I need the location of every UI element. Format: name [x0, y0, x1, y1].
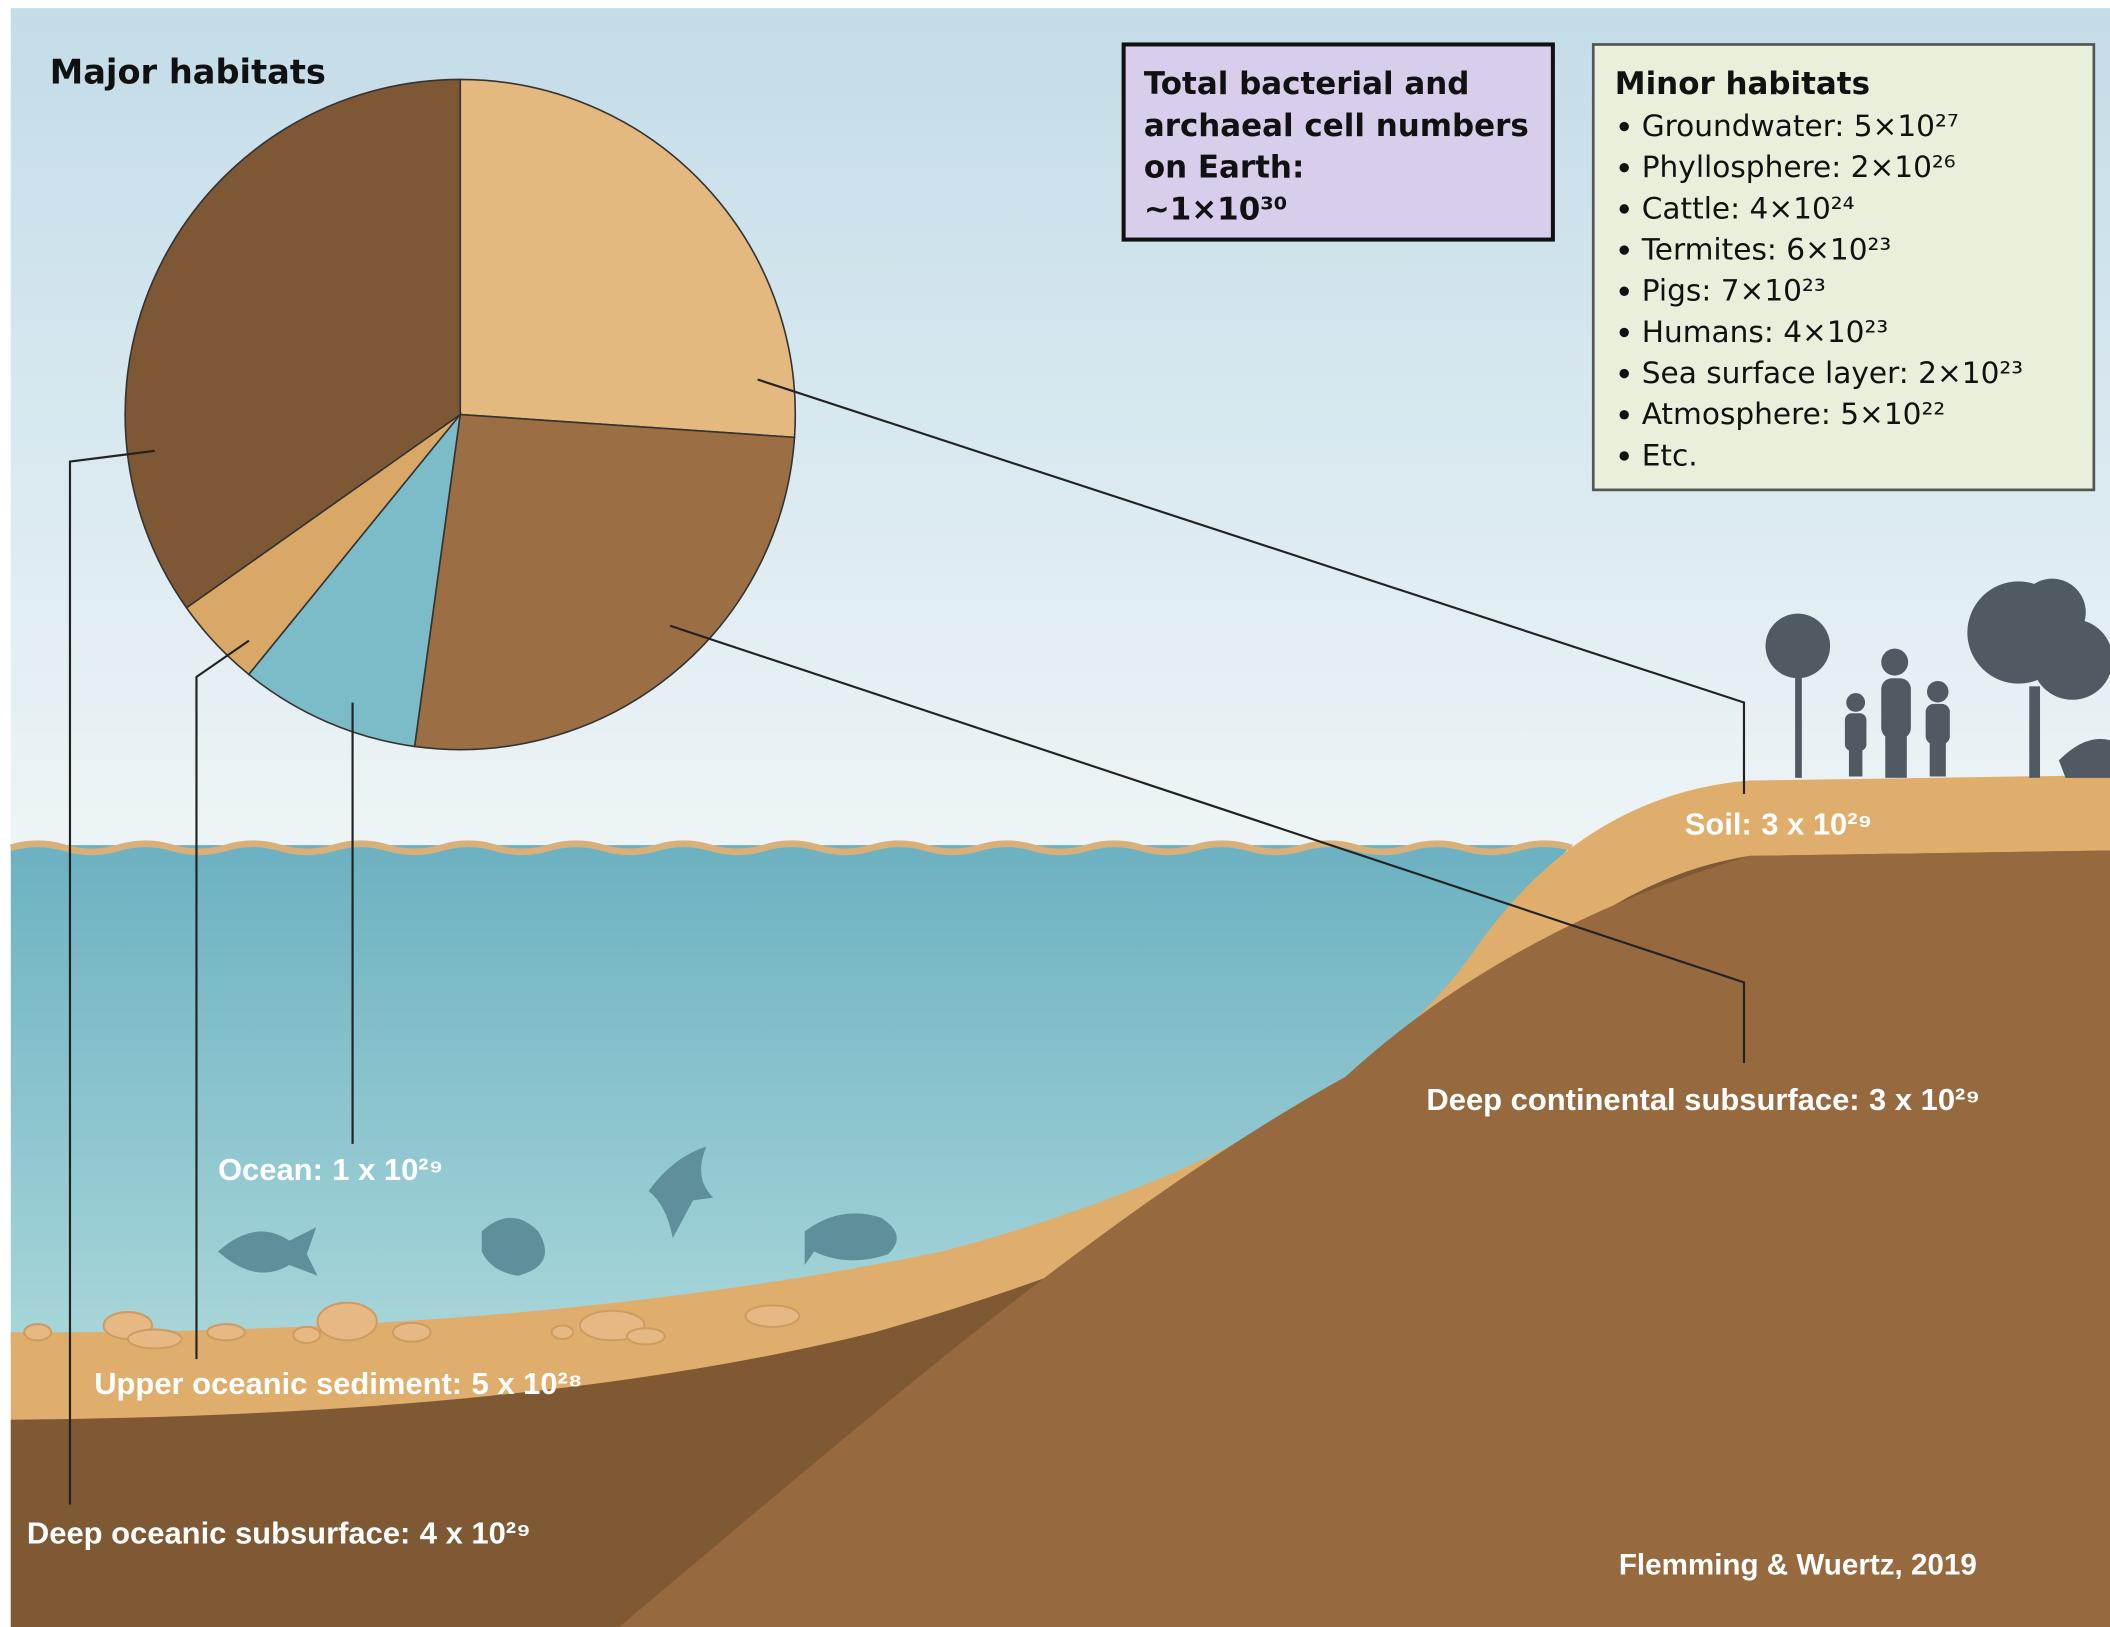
land-silhouettes — [1765, 578, 2110, 778]
pie-slice — [247, 411, 462, 748]
credit: Flemming & Wuertz, 2019 — [1619, 1548, 1977, 1581]
habitat-name: Ocean: — [218, 1152, 323, 1187]
habitat-value: 3 x 10²⁹ — [1761, 806, 1872, 841]
continental-crust — [619, 850, 2110, 1627]
minor-item: Etc. — [1642, 438, 1698, 472]
habitat-name: Soil: — [1685, 806, 1752, 841]
habitat-value: 5 x 10²⁸ — [472, 1366, 583, 1401]
minor-item: Sea surface layer: 2×10²³ — [1642, 356, 2023, 390]
minor-item: Cattle: 4×10²⁴ — [1642, 191, 1855, 225]
minor-box — [1591, 43, 2096, 492]
bullet — [1619, 327, 1629, 338]
habitat-name: Deep oceanic subsurface: — [27, 1516, 410, 1551]
habitat-label: Deep continental subsurface: 3 x 10²⁹ — [1426, 1082, 1980, 1117]
habitat-value: 3 x 10²⁹ — [1869, 1082, 1980, 1117]
total-line: on Earth: — [1144, 150, 1305, 186]
bullet — [1619, 121, 1629, 132]
leader-line — [195, 639, 250, 1360]
pie-slice — [459, 78, 797, 439]
pebbles — [23, 1301, 801, 1350]
habitat-name: Deep continental subsurface: — [1426, 1082, 1859, 1117]
pie-chart — [124, 78, 797, 751]
bullet — [1619, 245, 1629, 255]
bullet — [1619, 368, 1629, 379]
leader-line — [669, 624, 1746, 1064]
sea-surface — [9, 840, 1573, 856]
minor-title: Minor habitats — [1615, 66, 1870, 102]
habitat-label: Deep oceanic subsurface: 4 x 10²⁹ — [27, 1516, 531, 1551]
bullet — [1619, 163, 1629, 173]
bullet — [1619, 410, 1629, 420]
minor-list: Groundwater: 5×10²⁷ Phyllosphere: 2×10²⁶ C… — [1619, 109, 2023, 472]
habitat-name: Upper oceanic sediment: — [94, 1366, 462, 1401]
leader-line — [757, 378, 1746, 794]
total-box — [1121, 42, 1555, 242]
minor-item: Humans: 4×10²³ — [1642, 315, 1889, 349]
minor-item: Termites: 6×10²³ — [1641, 232, 1892, 266]
fish — [217, 1146, 897, 1276]
pie-title: Major habitats — [50, 52, 326, 91]
bullet — [1619, 286, 1629, 296]
minor-item: Phyllosphere: 2×10²⁶ — [1642, 150, 1956, 184]
pie-slice — [413, 413, 796, 751]
pie-slice — [124, 78, 462, 609]
habitat-label: Soil: 3 x 10²⁹ — [1685, 806, 1872, 841]
habitat-value: 1 x 10²⁹ — [332, 1152, 443, 1187]
leader-line — [68, 449, 155, 1505]
habitat-label: Upper oceanic sediment: 5 x 10²⁸ — [94, 1366, 582, 1401]
bullet — [1619, 204, 1629, 214]
habitat-value: 4 x 10²⁹ — [420, 1516, 531, 1551]
total-line: ~1×10³⁰ — [1144, 191, 1288, 227]
total-line: Total bacterial and — [1144, 66, 1470, 102]
minor-item: Groundwater: 5×10²⁷ — [1642, 109, 1959, 143]
minor-item: Pigs: 7×10²³ — [1642, 274, 1826, 308]
minor-item: Atmosphere: 5×10²² — [1642, 397, 1946, 431]
total-text: Total bacterial and archaeal cell numbers… — [1144, 66, 1529, 227]
total-line: archaeal cell numbers — [1144, 108, 1529, 144]
habitat-label: Ocean: 1 x 10²⁹ — [218, 1152, 443, 1187]
bullet — [1619, 451, 1629, 461]
